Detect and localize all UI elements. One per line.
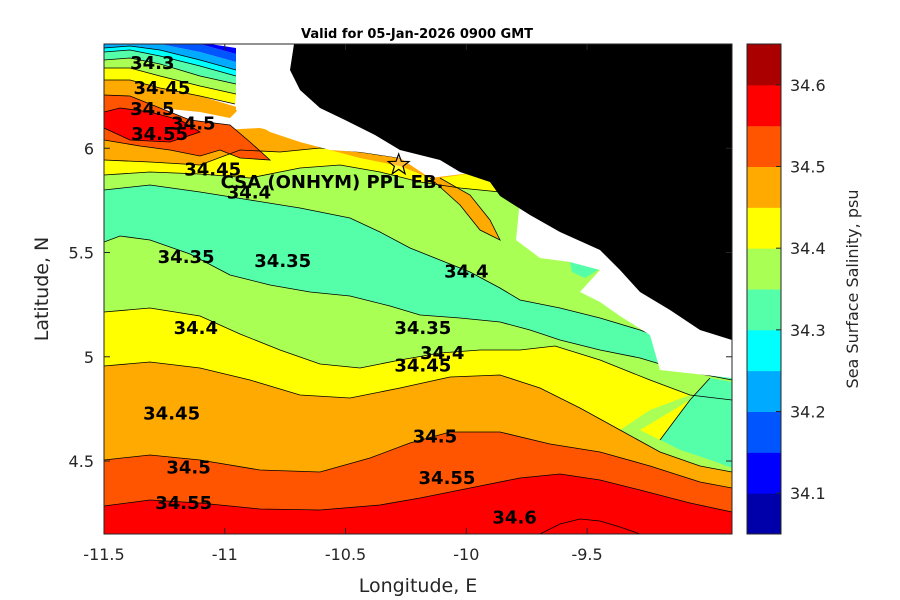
contour-label: 34.5 xyxy=(413,426,457,447)
band-34-4-nw xyxy=(104,68,236,104)
band-34-15-nw xyxy=(130,44,236,62)
site-marker: CSA (ONHYM) PPL EB. xyxy=(221,152,444,193)
y-tick-label: 5 xyxy=(84,348,94,367)
colorbar-tick-label: 34.1 xyxy=(790,484,826,503)
x-tick-label: -9.5 xyxy=(571,545,602,564)
colorbar-label: Sea Surface Salinity, psu xyxy=(843,190,862,389)
colorbar-swatch xyxy=(747,248,781,290)
contour-label: 34.4 xyxy=(420,343,464,364)
colorbar-swatch xyxy=(747,452,781,494)
band-34-35-nw xyxy=(104,58,236,94)
contour-label: 34.5 xyxy=(130,99,174,120)
band-34-45-coastal xyxy=(104,128,500,240)
contour-label: 34.5 xyxy=(166,458,210,479)
contour-label: 34.55 xyxy=(419,468,476,489)
band-34-35 xyxy=(104,236,732,400)
band-34-35-east xyxy=(620,378,732,472)
contour-label: 34.6 xyxy=(492,508,536,529)
colorbar-swatch xyxy=(747,44,781,86)
contour-label: 34.45 xyxy=(394,355,451,376)
star-icon xyxy=(386,152,411,176)
x-tick-label: -10 xyxy=(453,545,479,564)
colorbar-tick-label: 34.5 xyxy=(790,158,826,177)
colorbar-swatch xyxy=(747,493,781,535)
band-34-1-nw xyxy=(170,44,236,54)
band-34-25-nw xyxy=(104,46,236,76)
contour-label: 34.55 xyxy=(131,124,188,145)
x-tick-label: -10.5 xyxy=(325,545,366,564)
band-34-3 xyxy=(104,185,732,380)
band-34-5 xyxy=(104,432,732,512)
x-axis-label: Longitude, E xyxy=(359,575,478,597)
colorbar-swatch xyxy=(747,329,781,372)
colorbar-swatch xyxy=(747,207,781,249)
colorbar-swatch xyxy=(747,411,781,453)
contour-label: 34.35 xyxy=(254,251,311,272)
contour-label: 34.4 xyxy=(444,262,488,283)
contour-label: 34.3 xyxy=(130,53,174,74)
colorbar-tick-label: 34.3 xyxy=(790,321,826,340)
colorbar-tick-label: 34.6 xyxy=(790,76,826,95)
contour-label: 34.45 xyxy=(184,159,241,180)
band-34-55-coastal xyxy=(104,108,200,142)
land-mass xyxy=(290,44,732,340)
contour-label: 34.4 xyxy=(174,318,218,339)
x-tick-label: -11 xyxy=(212,545,238,564)
band-34-45 xyxy=(104,362,732,488)
map-plot-area xyxy=(104,44,732,534)
contour-label: 34.5 xyxy=(171,113,215,134)
colorbar-swatch xyxy=(747,289,781,331)
colorbar-swatch xyxy=(747,370,781,412)
y-axis-label: Latitude, N xyxy=(31,237,53,342)
contour-lines xyxy=(104,45,732,534)
y-axis-ticks: 6 5.5 5 4.5 xyxy=(69,139,732,471)
colorbar: 34.1 34.2 34.3 34.4 34.5 34.6 xyxy=(746,43,826,535)
map-frame xyxy=(103,43,733,535)
map-title: Valid for 05-Jan-2026 0900 GMT xyxy=(301,27,533,42)
band-34-45-nw xyxy=(104,80,240,118)
x-axis-ticks: -11.5 -11 -10.5 -10 -9.5 xyxy=(83,44,603,564)
contour-label: 34.45 xyxy=(134,78,191,99)
colorbar-tick-label: 34.4 xyxy=(790,239,826,258)
y-tick-label: 4.5 xyxy=(69,452,94,471)
band-34-4-north xyxy=(104,165,732,360)
colorbar-swatch xyxy=(747,84,781,127)
contour-label: 34.45 xyxy=(143,403,200,424)
band-34-3-east xyxy=(660,378,732,468)
contour-label: 34.35 xyxy=(394,318,451,339)
contour-label: 34.4 xyxy=(227,182,271,203)
site-label: CSA (ONHYM) PPL EB. xyxy=(221,172,444,193)
y-tick-label: 5.5 xyxy=(69,244,94,263)
colorbar-swatch xyxy=(747,125,781,167)
colorbar-swatch xyxy=(747,166,781,208)
contour-label: 34.35 xyxy=(158,247,215,268)
colorbar-tick-label: 34.2 xyxy=(790,403,826,422)
x-tick-label: -11.5 xyxy=(83,545,124,564)
band-34-4 xyxy=(104,308,732,472)
colorbar-frame xyxy=(746,43,782,535)
contour-label: 34.55 xyxy=(155,493,212,514)
band-34-55 xyxy=(104,474,732,534)
y-tick-label: 6 xyxy=(84,139,94,158)
